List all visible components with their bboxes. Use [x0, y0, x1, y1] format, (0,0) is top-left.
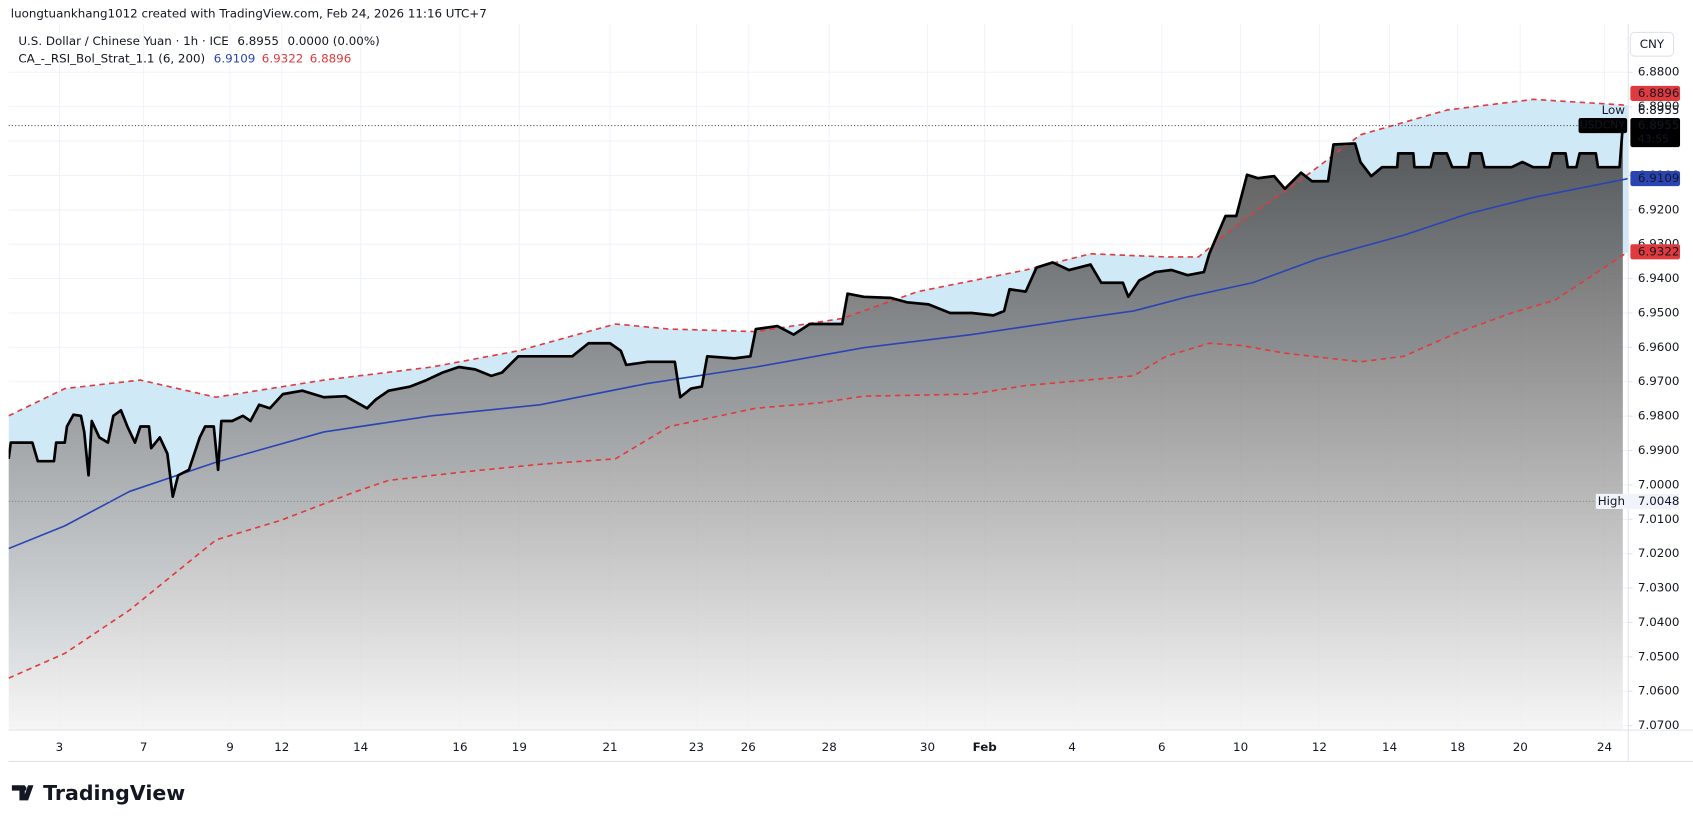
- price-area: [8, 125, 1623, 731]
- series-badge: [1630, 170, 1681, 187]
- y-tick-label: 7.0000: [1638, 477, 1679, 491]
- logo: TradingView: [11, 781, 185, 805]
- x-tick-label: 9: [226, 740, 234, 754]
- series-badge: [1630, 85, 1681, 101]
- indicator-legend: CA_-_RSI_Bol_Strat_1.1 (6, 200) 6.9109 6.9…: [18, 51, 351, 65]
- logo-text: TradingView: [43, 781, 185, 805]
- y-tick-label: 7.0300: [1638, 581, 1679, 595]
- y-tick-label: 6.9200: [1638, 202, 1679, 216]
- y-tick-label: 7.0600: [1638, 684, 1679, 698]
- title: U.S. Dollar / Chinese Yuan · 1h · ICE: [18, 34, 228, 48]
- legend-value: 6.9322: [262, 51, 303, 65]
- x-tick-label: 26: [741, 740, 756, 754]
- y-tick-label: 7.0100: [1638, 512, 1679, 526]
- x-tick-label: 28: [822, 740, 837, 754]
- series-badge: [1630, 244, 1681, 260]
- y-tick-label: 7.0200: [1638, 546, 1679, 560]
- x-tick-label: 30: [920, 740, 935, 754]
- x-tick-label: 24: [1597, 740, 1612, 754]
- logo-dot: [21, 785, 27, 792]
- symbol-badge-label: USDCNY: [1580, 119, 1626, 132]
- y-tick-label: 6.9700: [1638, 374, 1679, 388]
- x-tick-label: 23: [689, 740, 704, 754]
- annotation-text: Low: [1602, 103, 1626, 117]
- y-tick-label: 7.0700: [1638, 718, 1679, 732]
- series-badge-label: 6.8896: [1638, 86, 1679, 100]
- indicator-line: [8, 177, 1629, 550]
- x-tick-label: 16: [452, 740, 467, 754]
- annotation-text: High: [1598, 494, 1625, 508]
- currency[interactable]: CNY: [1640, 37, 1665, 51]
- series-badge-label: 6.9322: [1638, 244, 1679, 258]
- price-badge-label: 6.8955: [1638, 118, 1679, 132]
- legend-value: 6.9109: [214, 51, 255, 65]
- x-tick-label: 14: [1382, 740, 1397, 754]
- y-tick-label: 6.9400: [1638, 271, 1679, 285]
- x-tick-label: 12: [1312, 740, 1327, 754]
- x-tick-label: 21: [602, 740, 617, 754]
- x-tick-label: 6: [1158, 740, 1166, 754]
- symbol-badge: [1578, 117, 1628, 134]
- logo-mark: [11, 785, 34, 801]
- y-tick-label: 6.9800: [1638, 409, 1679, 423]
- legend-value: 6.8896: [310, 51, 351, 65]
- x-tick-label: 10: [1233, 740, 1248, 754]
- series-badge-label: 6.9109: [1638, 171, 1679, 185]
- x-tick-label: Feb: [973, 740, 997, 754]
- y-tick-label: 7.0400: [1638, 615, 1679, 629]
- x-tick-label: 4: [1068, 740, 1076, 754]
- indicator-name: CA_-_RSI_Bol_Strat_1.1 (6, 200): [18, 51, 205, 65]
- last-price: 6.8955: [237, 34, 278, 48]
- x-tick-label: 19: [512, 740, 527, 754]
- annotation-value: 6.8955: [1638, 103, 1679, 117]
- y-tick-label: 6.8800: [1638, 65, 1679, 79]
- y-tick-label: 6.9900: [1638, 443, 1679, 457]
- plot-area: [8, 23, 1629, 731]
- price-line: [8, 125, 1625, 498]
- axes: 6.88006.89006.90006.91006.92006.93006.94…: [56, 65, 1681, 754]
- currency-button[interactable]: [1629, 31, 1675, 57]
- y-tick-label: 7.0500: [1638, 649, 1679, 663]
- indicator-line: [8, 251, 1629, 679]
- header: luongtuankhang1012 created with TradingV…: [11, 7, 487, 21]
- y-tick-label: 6.8900: [1638, 99, 1679, 113]
- y-tick-label: 6.9500: [1638, 305, 1679, 319]
- annotation-value: 7.0048: [1638, 494, 1679, 508]
- x-tick-label: 20: [1513, 740, 1528, 754]
- countdown: 43:55: [1638, 133, 1669, 146]
- y-tick-label: 6.9600: [1638, 340, 1679, 354]
- change: 0.0000 (0.00%): [288, 34, 380, 48]
- annotation-bg: [1595, 493, 1679, 509]
- x-tick-label: 3: [56, 740, 64, 754]
- x-tick-label: 18: [1450, 740, 1465, 754]
- x-tick-label: 7: [140, 740, 148, 754]
- x-tick-label: 14: [353, 740, 368, 754]
- price-badge: [1630, 117, 1681, 148]
- x-tick-label: 12: [274, 740, 289, 754]
- symbol-legend: U.S. Dollar / Chinese Yuan · 1h · ICE 6.8…: [18, 34, 379, 48]
